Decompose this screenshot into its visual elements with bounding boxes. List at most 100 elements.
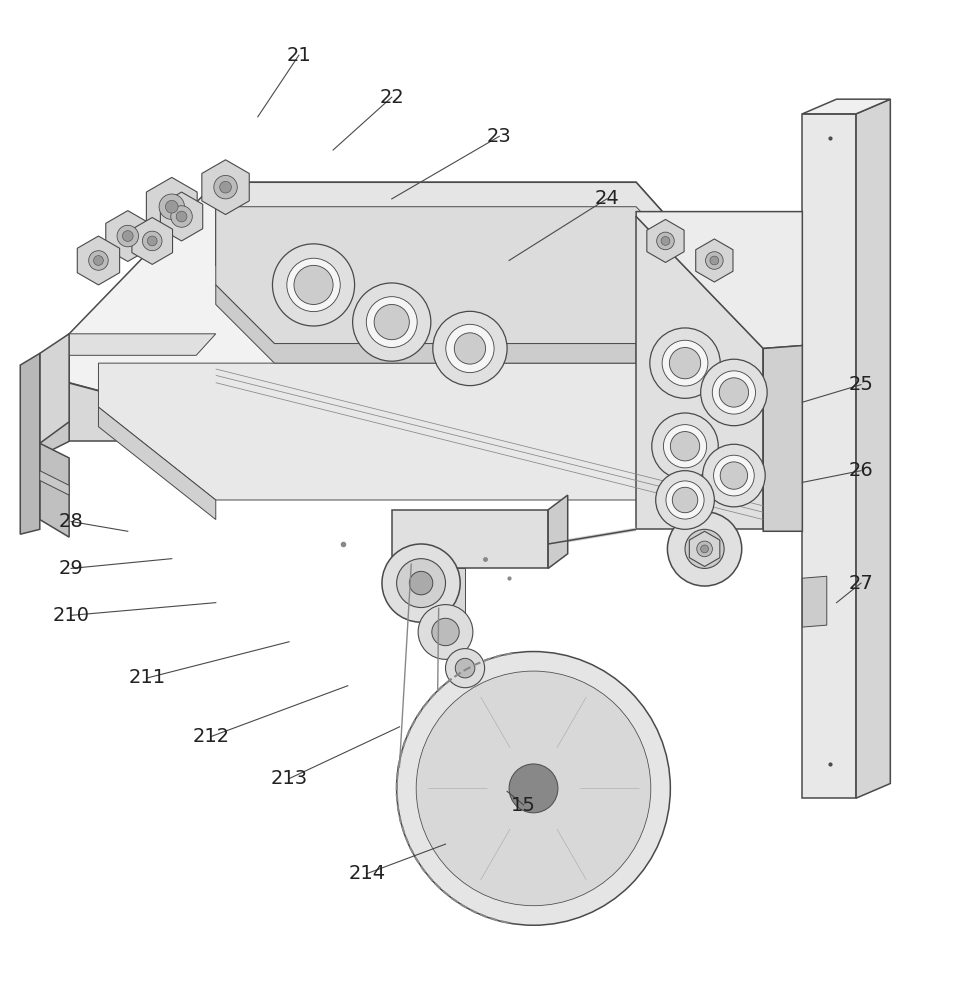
Circle shape [651, 413, 718, 479]
Polygon shape [40, 334, 69, 456]
Polygon shape [40, 334, 215, 358]
Circle shape [445, 649, 484, 688]
Circle shape [665, 481, 703, 519]
Circle shape [143, 231, 161, 251]
Polygon shape [689, 531, 719, 566]
Circle shape [381, 544, 460, 622]
Polygon shape [548, 495, 567, 568]
Text: 26: 26 [848, 461, 872, 480]
Circle shape [713, 455, 753, 496]
Circle shape [89, 251, 109, 270]
Circle shape [272, 244, 354, 326]
Polygon shape [215, 285, 636, 363]
Polygon shape [132, 217, 172, 264]
Text: 15: 15 [511, 796, 536, 815]
Circle shape [649, 328, 720, 398]
Polygon shape [802, 576, 826, 627]
Polygon shape [452, 568, 465, 759]
Circle shape [409, 571, 432, 595]
Circle shape [656, 232, 674, 250]
Polygon shape [646, 219, 684, 262]
Circle shape [667, 512, 741, 586]
Circle shape [287, 258, 340, 312]
Polygon shape [160, 192, 202, 241]
Circle shape [431, 618, 459, 646]
Polygon shape [69, 182, 763, 422]
Polygon shape [695, 239, 733, 282]
Circle shape [705, 252, 723, 269]
Polygon shape [215, 207, 763, 344]
Circle shape [712, 371, 755, 414]
Text: 22: 22 [379, 88, 404, 107]
Text: 213: 213 [270, 769, 307, 788]
Circle shape [293, 265, 333, 304]
Text: 21: 21 [287, 46, 311, 65]
Circle shape [117, 225, 139, 247]
Circle shape [94, 256, 104, 265]
Text: 214: 214 [348, 864, 385, 883]
Circle shape [432, 311, 507, 386]
Circle shape [660, 237, 669, 245]
Circle shape [396, 652, 670, 925]
Circle shape [366, 297, 417, 347]
Circle shape [352, 283, 430, 361]
Polygon shape [99, 407, 215, 520]
Polygon shape [215, 182, 763, 324]
Polygon shape [99, 363, 763, 500]
Polygon shape [147, 177, 197, 236]
Polygon shape [855, 99, 889, 798]
Polygon shape [106, 211, 150, 261]
Circle shape [661, 340, 707, 386]
Text: 24: 24 [594, 189, 618, 208]
Circle shape [509, 764, 557, 813]
Text: 210: 210 [53, 606, 90, 625]
Circle shape [655, 471, 714, 529]
Circle shape [418, 605, 472, 659]
Circle shape [416, 671, 650, 906]
Polygon shape [636, 216, 763, 529]
Circle shape [685, 529, 724, 568]
Circle shape [696, 541, 712, 557]
Circle shape [455, 658, 474, 678]
Circle shape [219, 181, 231, 193]
Circle shape [700, 545, 708, 553]
Circle shape [700, 359, 767, 426]
Circle shape [122, 231, 133, 241]
Polygon shape [40, 334, 69, 443]
Text: 28: 28 [59, 512, 83, 531]
Circle shape [213, 175, 237, 199]
Circle shape [720, 462, 747, 489]
Circle shape [158, 194, 184, 219]
Text: 29: 29 [59, 559, 83, 578]
Polygon shape [636, 212, 802, 348]
Circle shape [445, 324, 494, 373]
Circle shape [702, 444, 765, 507]
Circle shape [672, 487, 697, 513]
Circle shape [176, 211, 187, 222]
Circle shape [719, 378, 748, 407]
Polygon shape [77, 236, 119, 285]
Polygon shape [802, 99, 889, 114]
Polygon shape [40, 443, 69, 537]
Polygon shape [69, 383, 215, 441]
Circle shape [670, 432, 699, 461]
Polygon shape [802, 114, 855, 798]
Polygon shape [391, 510, 548, 568]
Circle shape [374, 304, 409, 340]
Circle shape [165, 200, 178, 213]
Polygon shape [21, 353, 40, 534]
Circle shape [170, 206, 192, 227]
Polygon shape [40, 471, 69, 495]
Text: 25: 25 [848, 375, 872, 394]
Text: 212: 212 [192, 727, 229, 746]
Circle shape [147, 236, 156, 246]
Circle shape [454, 333, 485, 364]
Polygon shape [201, 160, 249, 215]
Circle shape [396, 559, 445, 608]
Text: 23: 23 [486, 127, 511, 146]
Circle shape [669, 347, 700, 379]
Circle shape [663, 425, 706, 468]
Circle shape [709, 256, 718, 265]
Text: 211: 211 [129, 668, 165, 687]
Polygon shape [763, 346, 802, 531]
